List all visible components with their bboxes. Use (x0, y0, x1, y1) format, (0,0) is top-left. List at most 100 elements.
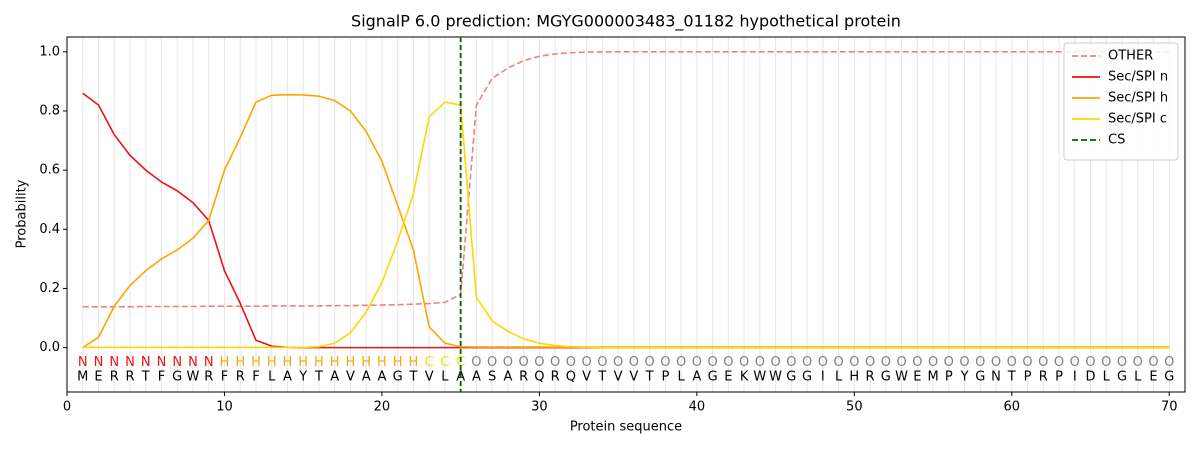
region-label: O (471, 355, 481, 370)
y-tick-label: 0.8 (39, 103, 60, 118)
region-label: O (519, 355, 529, 370)
residue-label: L (1134, 370, 1142, 385)
region-label: O (613, 355, 623, 370)
region-label: H (220, 355, 230, 370)
region-label: O (865, 355, 875, 370)
region-label: H (377, 355, 387, 370)
region-label: N (109, 355, 119, 370)
region-label: O (503, 355, 513, 370)
legend-label: CS (1108, 133, 1125, 148)
legend-label: Sec/SPI n (1108, 70, 1168, 85)
region-label: O (991, 355, 1001, 370)
region-label: O (1070, 355, 1080, 370)
x-tick-label: 60 (1004, 400, 1021, 415)
region-label: H (361, 355, 371, 370)
residue-label: P (661, 370, 669, 385)
region-label: O (818, 355, 828, 370)
region-label: H (409, 355, 419, 370)
region-label: O (770, 355, 780, 370)
residue-label: V (629, 370, 638, 385)
residue-label: S (488, 370, 496, 385)
residue-label: T (645, 370, 654, 385)
region-label: O (802, 355, 812, 370)
residue-label: A (503, 370, 512, 385)
region-label: O (1038, 355, 1048, 370)
residue-label: T (314, 370, 323, 385)
y-tick-label: 0.0 (39, 340, 60, 355)
residue-label: Y (960, 370, 969, 385)
region-label: O (645, 355, 655, 370)
region-label: N (204, 355, 214, 370)
residue-label: G (881, 370, 891, 385)
residue-label: W (753, 370, 766, 385)
residue-label: R (551, 370, 560, 385)
region-label: C (456, 355, 465, 370)
residue-label: A (692, 370, 701, 385)
residue-label: G (802, 370, 812, 385)
residue-label: I (1073, 370, 1077, 385)
residue-label: L (677, 370, 685, 385)
region-label: H (283, 355, 293, 370)
y-tick-label: 0.6 (39, 163, 60, 178)
residue-label: V (582, 370, 591, 385)
x-axis-label: Protein sequence (570, 420, 682, 435)
residue-label: N (991, 370, 1001, 385)
region-label: N (125, 355, 135, 370)
residue-label: T (408, 370, 417, 385)
residue-label: M (927, 370, 938, 385)
residue-label: W (187, 370, 200, 385)
residue-label: A (472, 370, 481, 385)
residue-label: H (849, 370, 859, 385)
region-label: N (157, 355, 167, 370)
residue-label: I (821, 370, 825, 385)
region-label: N (141, 355, 151, 370)
residue-label: Q (534, 370, 544, 385)
region-label: O (896, 355, 906, 370)
legend-label: Sec/SPI h (1108, 91, 1168, 106)
residue-label: E (1149, 370, 1157, 385)
region-label: O (723, 355, 733, 370)
region-label: O (912, 355, 922, 370)
residue-label: G (1164, 370, 1174, 385)
x-tick-label: 30 (531, 400, 548, 415)
region-label: O (1007, 355, 1017, 370)
region-label: O (1054, 355, 1064, 370)
residue-label: V (614, 370, 623, 385)
region-label: O (692, 355, 702, 370)
residue-label: F (221, 370, 228, 385)
region-label: O (881, 355, 891, 370)
residue-label: K (740, 370, 749, 385)
residue-label: V (425, 370, 434, 385)
x-tick-label: 0 (63, 400, 71, 415)
chart-title: SignalP 6.0 prediction: MGYG000003483_01… (351, 12, 901, 32)
y-tick-label: 1.0 (39, 44, 60, 59)
residue-label: A (283, 370, 292, 385)
residue-label: M (77, 370, 88, 385)
region-label: H (314, 355, 324, 370)
region-label: C (425, 355, 434, 370)
region-label: O (660, 355, 670, 370)
residue-label: E (724, 370, 732, 385)
x-tick-label: 50 (846, 400, 863, 415)
residue-label: L (1103, 370, 1111, 385)
region-label: O (550, 355, 560, 370)
region-label: O (849, 355, 859, 370)
residue-label: E (913, 370, 921, 385)
region-label: O (944, 355, 954, 370)
residue-label: R (204, 370, 213, 385)
residue-label: R (125, 370, 134, 385)
residue-label: P (1024, 370, 1032, 385)
residue-label: F (252, 370, 259, 385)
residue-label: W (895, 370, 908, 385)
region-label: H (346, 355, 356, 370)
region-label: O (928, 355, 938, 370)
residue-label: T (597, 370, 606, 385)
region-label: N (94, 355, 104, 370)
residue-label: G (975, 370, 985, 385)
residue-label: G (786, 370, 796, 385)
region-label: O (597, 355, 607, 370)
residue-label: G (172, 370, 182, 385)
residue-label: R (866, 370, 875, 385)
y-tick-label: 0.4 (39, 222, 60, 237)
residue-label: R (519, 370, 528, 385)
